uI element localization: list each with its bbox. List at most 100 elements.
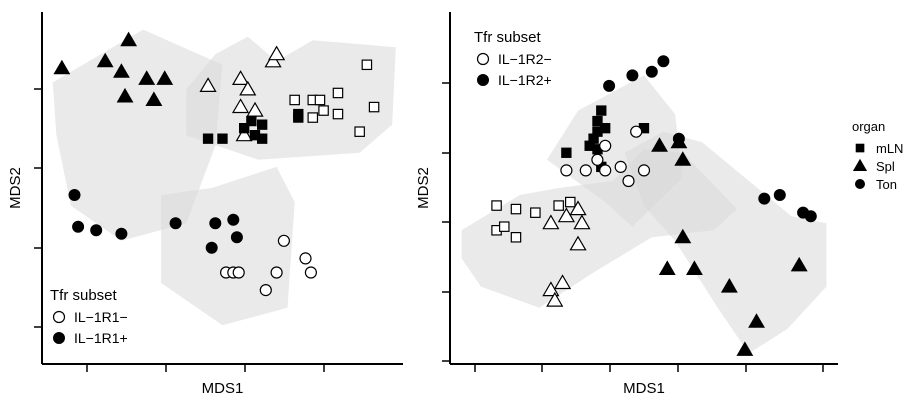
data-point [361, 59, 373, 71]
scatter-panel-1: MDS1 MDS2 Tfr subset IL−1R1− IL−1R1+ [7, 12, 403, 397]
data-point [720, 277, 738, 293]
data-point [674, 151, 692, 166]
data-point [231, 70, 250, 86]
data-point [596, 105, 607, 116]
data-point [205, 241, 218, 254]
organ-legend-marker [855, 143, 865, 153]
data-point [603, 79, 616, 92]
x-axis-label: MDS1 [202, 380, 244, 397]
legend-marker [476, 52, 490, 66]
organ-legend-marker [852, 158, 868, 171]
data-point [72, 220, 85, 233]
data-point [758, 192, 771, 205]
data-point [259, 284, 272, 297]
data-point [199, 77, 217, 93]
data-point [569, 235, 587, 251]
data-point [202, 133, 214, 144]
legend-entry-label: IL−1R2− [498, 51, 552, 67]
organ-legend-label: Ton [876, 177, 897, 192]
data-point [592, 115, 603, 127]
data-point [599, 164, 612, 177]
data-point [622, 174, 635, 188]
data-point [246, 115, 257, 127]
data-point [227, 213, 240, 226]
data-point [232, 266, 245, 279]
data-point [314, 94, 326, 106]
legend-title: Tfr subset [474, 29, 542, 46]
data-point [113, 63, 130, 78]
data-point [510, 232, 522, 243]
group-hull [624, 131, 827, 354]
group-hull [52, 29, 223, 241]
data-point [249, 130, 261, 141]
data-point [68, 189, 81, 201]
scatter-panel-2: MDS1 MDS2 Tfr subset IL−1R2− IL−1R2+ [415, 12, 838, 397]
data-point [651, 137, 668, 152]
data-point [277, 234, 290, 247]
data-point [257, 119, 268, 130]
data-point [599, 139, 612, 152]
data-point [332, 108, 344, 120]
data-point [231, 98, 250, 114]
data-point [530, 207, 541, 218]
data-point [209, 217, 222, 230]
data-point [304, 266, 317, 279]
data-point [561, 147, 572, 158]
organ-legend-title: organ [852, 119, 885, 134]
data-point [156, 70, 174, 85]
data-point [600, 123, 611, 134]
data-point [230, 231, 243, 244]
data-point [614, 160, 627, 173]
data-point [239, 80, 257, 96]
data-point [804, 210, 817, 223]
data-point [748, 313, 765, 328]
data-point [573, 214, 591, 230]
data-point [270, 266, 283, 279]
data-point [299, 252, 312, 265]
y-axis-label: MDS2 [7, 167, 24, 209]
data-point [569, 200, 587, 216]
data-point [318, 105, 329, 116]
data-point [686, 260, 703, 275]
data-point [239, 123, 250, 134]
data-point [491, 200, 502, 211]
y-axis-label: MDS2 [415, 167, 432, 209]
data-point [674, 228, 692, 244]
data-point [630, 125, 643, 138]
data-point [499, 221, 510, 232]
organ-legend: organ mLN Spl Ton [852, 119, 903, 192]
data-point [96, 52, 114, 68]
data-point [293, 112, 304, 123]
data-point [268, 45, 286, 61]
data-point [672, 132, 685, 145]
group-hull [161, 166, 295, 326]
data-point [354, 126, 365, 137]
data-point [564, 196, 576, 208]
data-point [145, 91, 163, 106]
data-point [579, 164, 592, 177]
data-point [138, 70, 156, 85]
data-point [120, 31, 138, 47]
data-point [773, 189, 786, 201]
data-point [736, 341, 754, 356]
data-point [289, 94, 300, 106]
legend-marker [477, 74, 489, 86]
data-point [542, 214, 560, 230]
data-point [645, 65, 658, 78]
legend-entry-label: IL−1R1+ [74, 330, 128, 346]
data-point [217, 133, 228, 144]
data-point [591, 153, 604, 166]
data-point [658, 260, 676, 275]
data-point [332, 87, 344, 99]
data-point [546, 291, 564, 307]
legend-entry-label: IL−1R1− [74, 309, 128, 325]
legend-entry-label: IL−1R2+ [498, 72, 552, 88]
data-point [169, 217, 182, 230]
data-point [235, 126, 253, 142]
data-point [90, 224, 103, 237]
data-point [790, 256, 808, 272]
data-point [510, 203, 522, 215]
data-point [53, 59, 71, 75]
